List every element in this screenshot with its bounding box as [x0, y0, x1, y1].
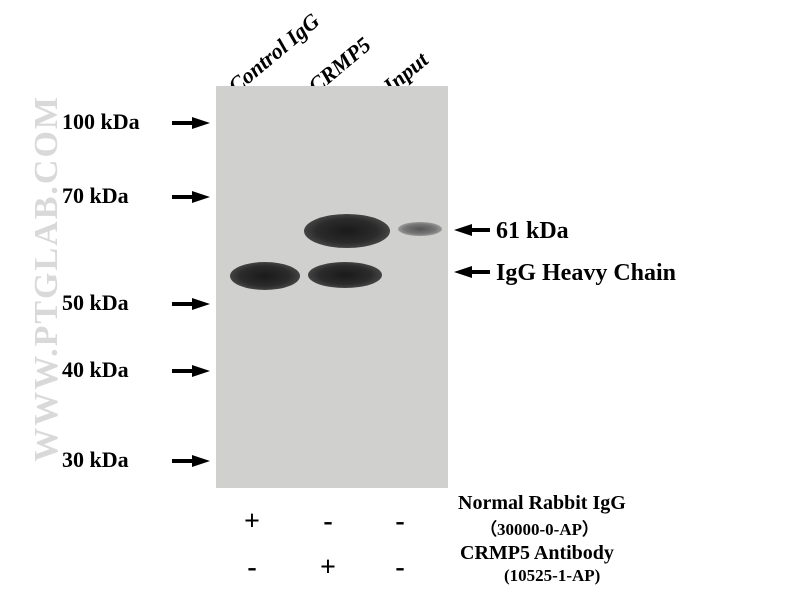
mw-marker-label: 100 kDa	[62, 109, 140, 135]
band-arrow-line	[472, 270, 490, 274]
band-label: 61 kDa	[496, 218, 569, 245]
minus-sign: -	[237, 552, 267, 584]
band-arrow-line	[472, 228, 490, 232]
mw-marker-arrow-line	[172, 121, 192, 125]
minus-sign: -	[313, 506, 343, 538]
mw-marker-arrow-head-icon	[192, 191, 210, 203]
mw-marker-arrow-head-icon	[192, 455, 210, 467]
mw-marker-arrow-line	[172, 459, 192, 463]
blot-band	[304, 214, 390, 248]
mw-marker-arrow-head-icon	[192, 117, 210, 129]
mw-marker-arrow-line	[172, 195, 192, 199]
plus-sign: +	[237, 506, 267, 538]
mw-marker-arrow-line	[172, 369, 192, 373]
plus-sign: +	[313, 552, 343, 584]
blot-band	[308, 262, 382, 288]
mw-marker-arrow-head-icon	[192, 298, 210, 310]
mw-marker-label: 40 kDa	[62, 357, 129, 383]
mw-marker-arrow-head-icon	[192, 365, 210, 377]
antibody-main-label: CRMP5 Antibody	[460, 542, 614, 565]
blot-band	[230, 262, 300, 290]
band-label: IgG Heavy Chain	[496, 260, 676, 287]
band-arrow-head-icon	[454, 224, 472, 236]
mw-marker-label: 70 kDa	[62, 183, 129, 209]
band-arrow-head-icon	[454, 266, 472, 278]
antibody-catalog-label: (10525-1-AP)	[504, 566, 600, 586]
minus-sign: -	[385, 506, 415, 538]
mw-marker-label: 50 kDa	[62, 290, 129, 316]
mw-marker-label: 30 kDa	[62, 447, 129, 473]
antibody-catalog-label: （30000-0-AP）	[480, 515, 599, 540]
blot-band-faint	[398, 222, 442, 236]
antibody-main-label: Normal Rabbit IgG	[458, 492, 626, 515]
watermark: WWW.PTGLAB.COM	[28, 95, 66, 462]
minus-sign: -	[385, 552, 415, 584]
mw-marker-arrow-line	[172, 302, 192, 306]
